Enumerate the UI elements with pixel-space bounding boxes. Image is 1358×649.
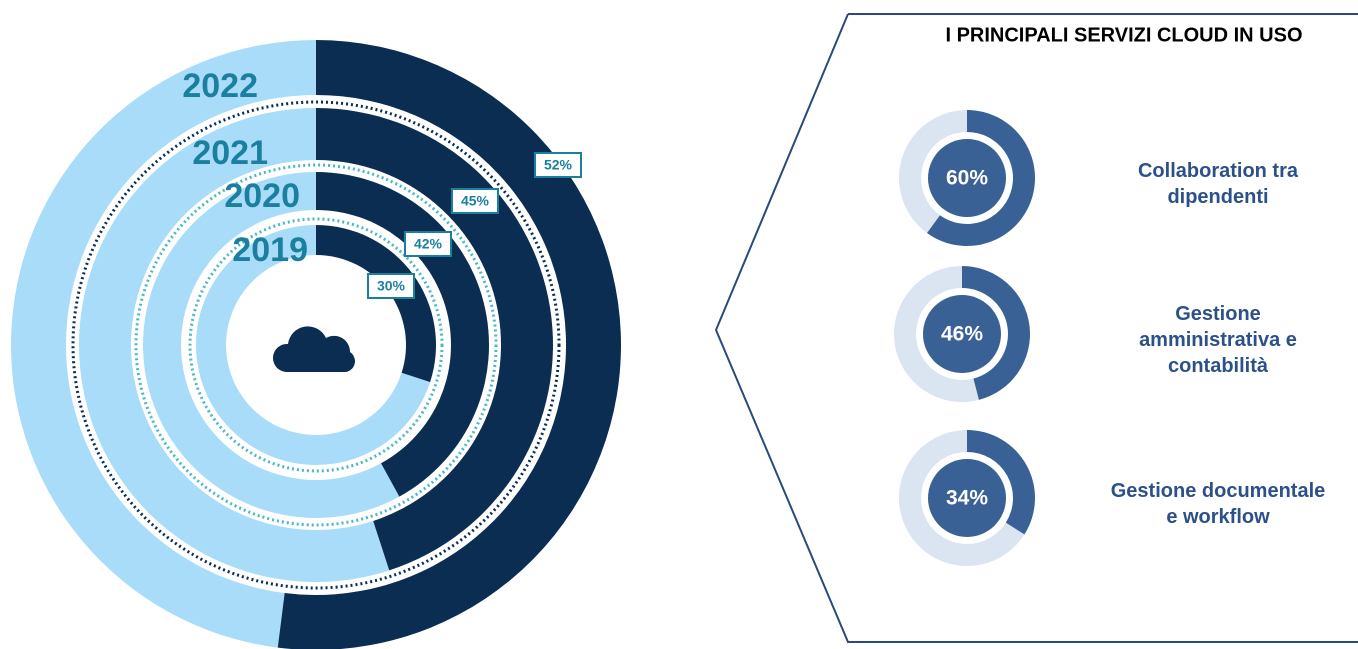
donut-value: 46%	[941, 323, 983, 346]
donut-value: 60%	[946, 167, 988, 190]
value-label: 42%	[414, 236, 443, 252]
cloud-icon	[272, 326, 355, 372]
donut-label: Gestione amministrativa e contabilità	[1139, 303, 1297, 377]
donut-bar	[967, 430, 1035, 535]
panel-title: I PRINCIPALI SERVIZI CLOUD IN USO	[945, 24, 1302, 46]
donut-track	[893, 266, 979, 402]
donut-bar	[962, 266, 1030, 400]
donut-track	[898, 110, 967, 234]
value-label-box	[404, 231, 452, 257]
value-label: 30%	[377, 278, 406, 294]
panel-outline	[714, 13, 1358, 643]
value-label: 45%	[461, 193, 490, 209]
donut-center	[928, 459, 1006, 537]
year-label: 2021	[192, 134, 268, 172]
donut-value: 34%	[946, 487, 988, 510]
dotted-circle	[71, 100, 561, 590]
value-label-box	[451, 188, 499, 214]
ring-bar	[316, 225, 437, 383]
ring-bar	[277, 40, 621, 649]
donut-center	[923, 295, 1001, 373]
donut-label: Gestione documentale e workflow	[1110, 480, 1326, 528]
value-label: 52%	[544, 157, 573, 173]
year-label: 2022	[182, 67, 258, 105]
value-label-box	[367, 273, 415, 299]
donut-center	[928, 139, 1006, 217]
ring-track	[10, 40, 316, 648]
ring-bar	[316, 108, 553, 571]
dotted-circle	[134, 163, 498, 527]
year-label: 2020	[224, 177, 300, 215]
ring-track	[142, 172, 400, 518]
year-label: 2019	[232, 231, 308, 269]
value-label-box	[534, 152, 582, 178]
ring-track	[78, 107, 390, 582]
dotted-circle	[188, 217, 444, 473]
donut-bar	[927, 110, 1035, 246]
donut-track	[898, 430, 1025, 566]
donut-label: Collaboration tra dipendenti	[1137, 160, 1298, 208]
